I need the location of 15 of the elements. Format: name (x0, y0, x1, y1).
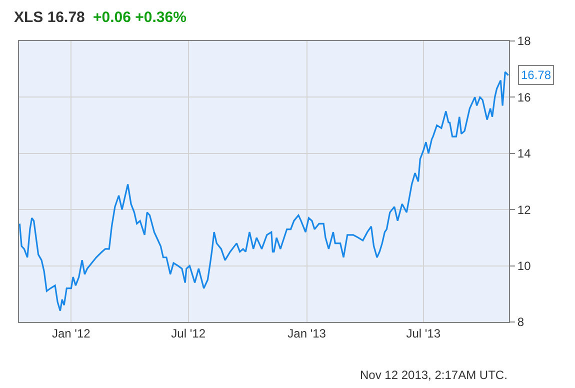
x-tick-label: Jan '13 (288, 326, 326, 340)
x-tick-label: Jul '13 (406, 326, 441, 340)
y-tick-label: 16 (517, 90, 532, 104)
x-tick-label: Jan '12 (52, 326, 91, 340)
x-tick-label: Jul '12 (171, 326, 206, 340)
text: Nov 12 2013, 2:17AM UTC. (360, 368, 508, 382)
line-series (19, 71, 509, 312)
y-tick-label: 10 (517, 259, 532, 273)
chart-title: XLS 16.78 (14, 9, 85, 26)
y-tick-label: 12 (517, 202, 532, 217)
y-tick-label: 8 (517, 315, 524, 330)
annotation: 16.78 (521, 68, 552, 82)
chart-subtitle: +0.06 +0.36% (93, 9, 186, 26)
y-tick-label: 14 (517, 146, 532, 161)
y-tick-label: 18 (517, 34, 532, 48)
